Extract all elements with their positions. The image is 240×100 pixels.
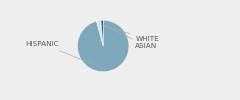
Wedge shape	[96, 20, 103, 46]
Wedge shape	[78, 20, 129, 72]
Text: WHITE: WHITE	[102, 25, 159, 42]
Wedge shape	[101, 20, 103, 46]
Text: HISPANIC: HISPANIC	[26, 41, 104, 68]
Text: ASIAN: ASIAN	[105, 25, 158, 49]
